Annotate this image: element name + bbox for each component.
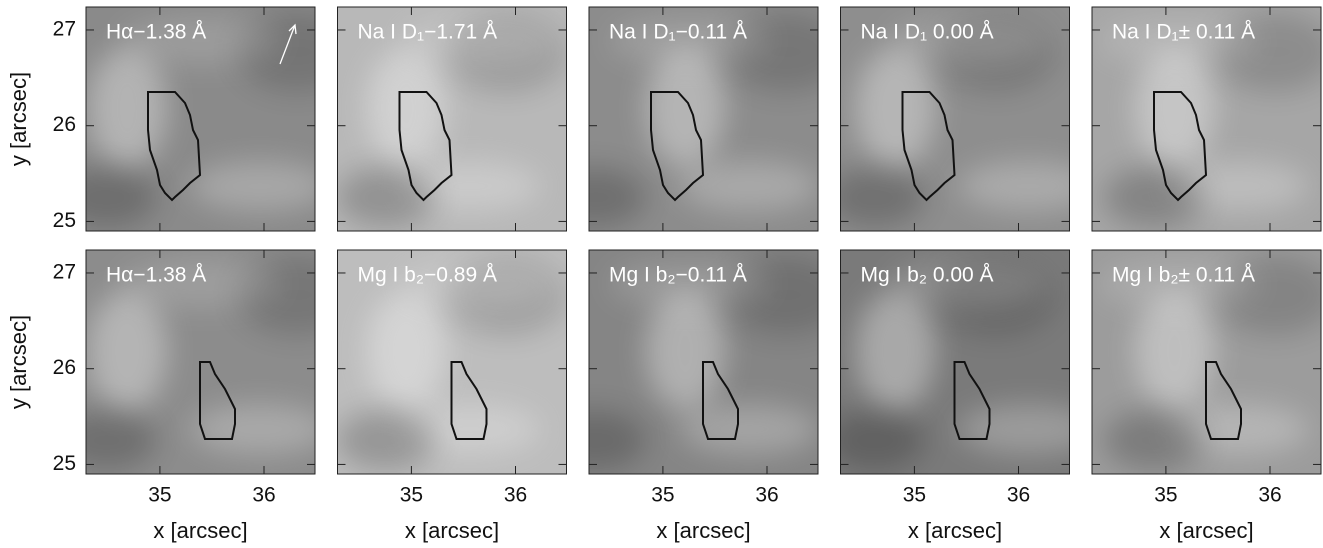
image-feature	[825, 410, 925, 470]
image-feature	[1104, 410, 1204, 470]
image-feature	[366, 48, 446, 168]
image-feature	[87, 48, 167, 168]
panel: Hα−1.38 Å 35 36 25 26 27 x [arcsec] y [arcsec]	[6, 250, 357, 543]
panel-title: Mg I b₂± 0.11 Å	[1112, 264, 1255, 287]
image-feature	[855, 291, 935, 411]
image-feature	[190, 404, 330, 454]
panel: Na I D₁± 0.11 Å	[1092, 7, 1323, 231]
image-feature	[958, 161, 1098, 211]
x-tick-label: 36	[755, 484, 778, 507]
image-feature	[645, 291, 725, 411]
x-axis-label: x [arcsec]	[656, 518, 750, 543]
x-tick-label: 35	[400, 484, 423, 507]
y-tick-label: 25	[53, 209, 76, 232]
image-feature	[679, 161, 819, 211]
image-feature	[336, 410, 436, 470]
panel-title: Mg I b₂−0.11 Å	[609, 264, 747, 287]
panel: Mg I b₂ 0.00 Å 35 36x [arcsec]	[825, 250, 1098, 543]
x-axis-label: x [arcsec]	[153, 518, 247, 543]
panel-image	[57, 7, 357, 231]
panel: Mg I b₂−0.11 Å 35 36x [arcsec]	[546, 250, 846, 543]
x-axis-label: x [arcsec]	[1159, 518, 1253, 543]
panel-title: Na I D₁ 0.00 Å	[861, 21, 994, 44]
image-feature	[1134, 291, 1214, 411]
y-tick-label: 26	[53, 356, 76, 379]
image-feature	[190, 161, 330, 211]
y-tick-label: 27	[53, 18, 76, 41]
x-tick-label: 35	[903, 484, 926, 507]
panel-title: Mg I b₂ 0.00 Å	[861, 264, 994, 287]
y-axis-label: y [arcsec]	[6, 72, 31, 166]
y-axis-label: y [arcsec]	[6, 315, 31, 409]
page: {"chart_data": [ {"type": "image", "titl…	[0, 0, 1323, 548]
panel-title: Mg I b₂−0.89 Å	[358, 264, 497, 287]
x-tick-label: 35	[651, 484, 674, 507]
y-tick-label: 26	[53, 113, 76, 136]
x-tick-label: 35	[1154, 484, 1177, 507]
x-tick-label: 35	[148, 484, 171, 507]
x-tick-label: 36	[1258, 484, 1281, 507]
panel-title: Na I D₁± 0.11 Å	[1112, 21, 1255, 44]
panel-title: Na I D₁−1.71 Å	[358, 21, 498, 44]
figure: Hα−1.38 Å 25 26 27 y [arcsec] Na I D₁−1.71 Å N…	[0, 0, 1323, 548]
panel: Mg I b₂−0.89 Å 35 36x [arcsec]	[336, 250, 567, 543]
y-tick-label: 27	[53, 261, 76, 284]
x-tick-label: 36	[504, 484, 527, 507]
x-tick-label: 36	[252, 484, 275, 507]
y-tick-label: 25	[53, 452, 76, 475]
panel: Na I D₁−0.11 Å	[546, 7, 846, 231]
panel-title: Hα−1.38 Å	[106, 21, 206, 44]
x-tick-label: 36	[1007, 484, 1030, 507]
image-feature	[825, 167, 925, 227]
panel-title: Hα−1.38 Å	[106, 264, 206, 287]
image-feature	[855, 48, 935, 168]
image-feature	[645, 48, 725, 168]
image-feature	[679, 404, 819, 454]
image-feature	[1104, 167, 1204, 227]
image-feature	[87, 291, 167, 411]
panel: Na I D₁ 0.00 Å	[825, 7, 1098, 231]
panel: Na I D₁−1.71 Å	[336, 7, 567, 231]
panel: Mg I b₂± 0.11 Å 35 36x [arcsec]	[1092, 250, 1323, 543]
panel: Hα−1.38 Å 25 26 27 y [arcsec]	[6, 7, 357, 232]
image-feature	[366, 291, 446, 411]
image-feature	[958, 404, 1098, 454]
panel-title: Na I D₁−0.11 Å	[609, 21, 747, 44]
x-axis-label: x [arcsec]	[908, 518, 1002, 543]
x-axis-label: x [arcsec]	[405, 518, 499, 543]
image-feature	[1134, 48, 1214, 168]
